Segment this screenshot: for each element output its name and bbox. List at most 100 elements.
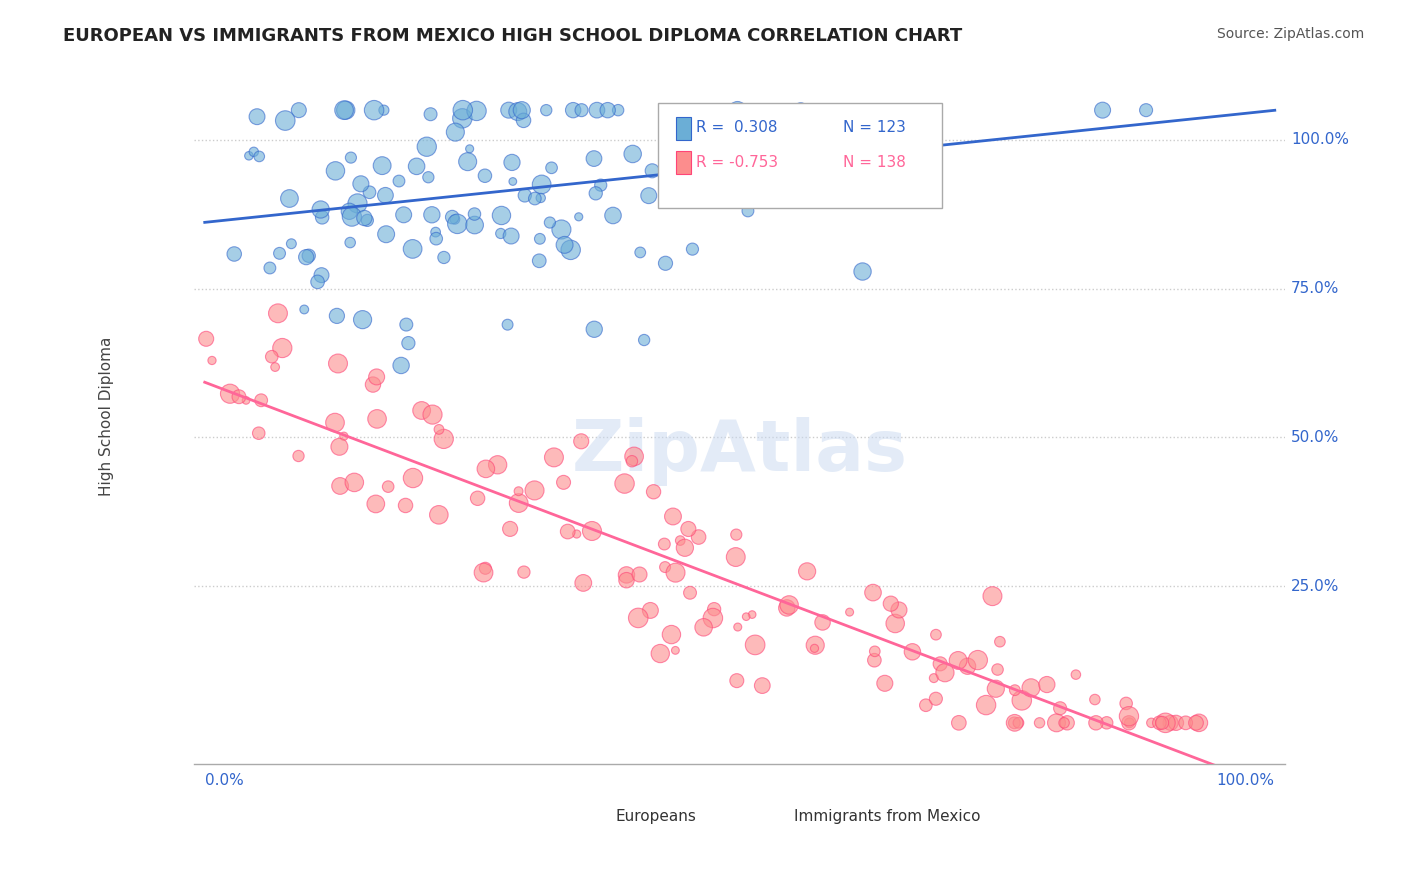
Point: [628, 567, 651, 582]
Point: [1140, 715, 1163, 730]
Point: [887, 603, 910, 617]
Point: [353, 211, 375, 225]
Point: [724, 549, 747, 564]
Point: [508, 484, 530, 499]
Point: [458, 142, 481, 156]
Point: [228, 390, 250, 404]
Point: [702, 611, 724, 625]
Point: [451, 112, 474, 126]
Point: [433, 432, 456, 446]
Point: [295, 250, 318, 264]
FancyBboxPatch shape: [658, 103, 942, 208]
Point: [873, 676, 896, 690]
Point: [678, 522, 700, 536]
Point: [499, 522, 522, 536]
Point: [530, 191, 553, 205]
Point: [451, 103, 474, 117]
Point: [880, 597, 903, 611]
Point: [307, 275, 329, 289]
Text: 50.0%: 50.0%: [1291, 430, 1339, 445]
Point: [371, 159, 394, 173]
Point: [422, 408, 444, 422]
Point: [247, 426, 270, 441]
Text: R =  0.308: R = 0.308: [696, 120, 778, 136]
Point: [323, 416, 346, 430]
Text: R = -0.753: R = -0.753: [696, 155, 779, 170]
Point: [803, 641, 825, 656]
Text: EUROPEAN VS IMMIGRANTS FROM MEXICO HIGH SCHOOL DIPLOMA CORRELATION CHART: EUROPEAN VS IMMIGRANTS FROM MEXICO HIGH …: [63, 27, 963, 45]
Point: [692, 620, 714, 634]
Point: [711, 139, 734, 153]
Point: [529, 253, 551, 268]
Point: [946, 653, 969, 667]
Point: [1011, 693, 1033, 707]
Point: [235, 393, 257, 408]
Point: [375, 227, 398, 242]
Point: [662, 509, 685, 524]
Point: [669, 533, 692, 548]
Point: [682, 103, 704, 117]
Point: [425, 232, 447, 246]
Point: [457, 154, 479, 169]
Point: [688, 530, 710, 544]
Point: [596, 103, 619, 117]
Point: [804, 638, 827, 652]
Point: [325, 164, 347, 178]
Point: [752, 128, 775, 142]
Point: [340, 210, 363, 224]
Point: [523, 192, 546, 206]
Point: [1084, 692, 1107, 706]
Point: [627, 611, 650, 625]
Point: [1056, 715, 1078, 730]
Point: [510, 103, 533, 117]
Point: [988, 634, 1011, 648]
Point: [292, 302, 315, 317]
FancyBboxPatch shape: [702, 806, 728, 827]
Point: [433, 251, 456, 265]
Point: [1007, 715, 1029, 730]
Point: [201, 353, 224, 368]
Point: [679, 586, 702, 600]
Point: [778, 598, 800, 612]
Point: [1028, 715, 1050, 730]
Point: [491, 209, 513, 223]
Point: [475, 462, 498, 476]
Point: [224, 247, 246, 261]
Point: [246, 110, 269, 124]
Text: 100.0%: 100.0%: [1216, 773, 1275, 789]
Point: [486, 458, 509, 472]
Point: [934, 665, 956, 680]
Point: [623, 450, 645, 464]
Point: [339, 235, 361, 250]
Point: [851, 264, 873, 278]
Point: [1115, 697, 1137, 711]
Point: [427, 422, 450, 436]
Point: [530, 178, 553, 192]
Point: [1164, 715, 1187, 730]
Point: [718, 153, 741, 167]
Point: [326, 356, 349, 370]
Point: [745, 109, 768, 123]
Point: [247, 149, 270, 163]
Point: [711, 103, 734, 117]
Point: [441, 210, 464, 224]
Point: [922, 671, 945, 685]
Point: [472, 566, 495, 580]
Point: [264, 360, 287, 375]
Text: Source: ZipAtlas.com: Source: ZipAtlas.com: [1216, 27, 1364, 41]
Point: [538, 215, 561, 229]
Point: [363, 103, 385, 117]
Point: [288, 103, 311, 117]
Text: N = 123: N = 123: [844, 120, 907, 136]
Point: [496, 318, 519, 332]
Point: [402, 471, 425, 485]
Point: [616, 573, 638, 587]
Point: [523, 483, 546, 498]
Point: [643, 484, 665, 499]
Point: [335, 103, 357, 117]
Point: [529, 232, 551, 246]
Point: [675, 168, 697, 182]
Point: [804, 103, 827, 117]
Point: [929, 657, 952, 671]
Point: [343, 475, 366, 490]
